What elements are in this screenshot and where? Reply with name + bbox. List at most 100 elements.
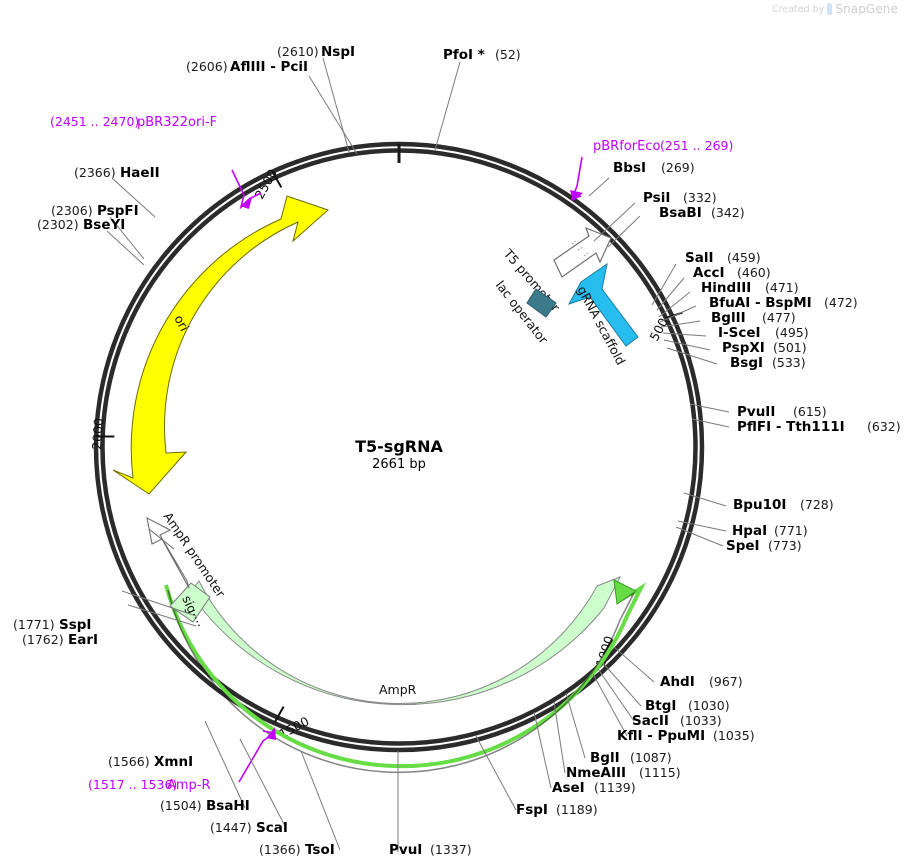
site-label-nmeaiii[interactable]: NmeAIII (1115) (566, 765, 681, 781)
snapgene-logo-icon (827, 3, 833, 15)
primer-pbrforeco[interactable]: pBRforEco (251 .. 269) (570, 138, 733, 201)
site-label-bseyi[interactable]: (2302) BseYI (37, 217, 125, 233)
primer-range-amp-r: (1517 .. 1536) (88, 777, 177, 792)
primer-amp-r[interactable]: (1517 .. 1536) Amp-R (88, 727, 276, 793)
site-pos-asei: (1139) (594, 780, 636, 795)
site-name-tsoi: TsoI (305, 842, 335, 858)
site-name-bglii: BglII (711, 310, 746, 326)
plasmid-length: 2661 bp (372, 457, 426, 472)
page-title: T5-sgRNA (355, 437, 443, 456)
site-pos-tsoi: (1366) (259, 842, 301, 857)
site-label-spei[interactable]: SpeI (773) (726, 538, 802, 554)
site-pos-pflfi: (632) (867, 419, 901, 434)
site-label-xmni[interactable]: (1566) XmnI (108, 754, 193, 770)
site-pos-bgli: (1087) (630, 750, 672, 765)
site-label-hindiii[interactable]: HindIII (471) (701, 280, 799, 296)
site-name-btgi: BtgI (645, 698, 676, 714)
site-label-psii[interactable]: PsiI (332) (643, 190, 717, 206)
site-label-fspi[interactable]: FspI (1189) (516, 802, 598, 818)
site-pos-bbsi: (269) (661, 160, 695, 175)
primer-label-pbr322ori-f: pBR322ori-F (137, 115, 217, 130)
snapgene-watermark: Created by SnapGene (772, 2, 898, 16)
site-label-bfuai-bspmi[interactable]: BfuAI - BspMI (472) (709, 295, 858, 311)
site-label-hpai[interactable]: HpaI (771) (732, 523, 808, 539)
site-label-pflfi-tth111i[interactable]: PflFI - Tth111I (632) (737, 419, 901, 435)
site-label-bpu10i[interactable]: Bpu10I (728) (733, 497, 834, 513)
site-pos-kfli: (1035) (713, 728, 755, 743)
site-label-pvuii[interactable]: PvuII (615) (737, 404, 827, 420)
feature-label-ampr: AmpR (379, 682, 417, 697)
site-label-i-scei[interactable]: I-SceI (495) (718, 325, 809, 341)
site-pos-pspxi: (501) (773, 340, 807, 355)
site-label-pfoi[interactable]: PfoI * (52) (443, 47, 521, 63)
site-name-ahdi: AhdI (660, 674, 695, 690)
site-label-bgli[interactable]: BglI (1087) (590, 750, 672, 766)
site-label-bbsi[interactable]: BbsI (269) (613, 160, 695, 176)
site-label-sspi[interactable]: (1771) SspI (13, 617, 91, 633)
site-pos-acci: (460) (737, 265, 771, 280)
site-name-bsabi: BsaBI (659, 205, 702, 221)
tick-label-2000: 2000 (89, 417, 106, 450)
feature-ampr-promoter[interactable]: AmpR promoter (146, 509, 229, 601)
site-label-eari[interactable]: (1762) EarI (22, 632, 98, 648)
site-name-bbsi: BbsI (613, 160, 646, 176)
site-label-bsahi[interactable]: (1504) BsaHI (160, 798, 250, 814)
site-name-aflIII: AflIII - PciI (230, 59, 308, 75)
site-name-nspi: NspI (321, 44, 355, 60)
site-name-pspxi: PspXI (722, 340, 765, 356)
site-label-sacii[interactable]: SacII (1033) (632, 713, 722, 729)
site-name-spei: SpeI (726, 538, 760, 554)
site-label-tsoi[interactable]: (1366) TsoI (259, 842, 335, 858)
site-name-pspfi: PspFI (97, 203, 139, 219)
site-name-sali: SalI (685, 250, 713, 266)
site-pos-nmeaiii: (1115) (639, 765, 681, 780)
site-pos-pvui: (1337) (430, 842, 472, 857)
site-label-sali[interactable]: SalI (459) (685, 250, 761, 266)
primer-range-pbr322ori-f: (2451 .. 2470) (50, 114, 139, 129)
site-label-aflIII-pciI[interactable]: (2606) AflIII - PciI (186, 59, 308, 75)
site-pos-hindiii: (471) (765, 280, 799, 295)
site-name-bseyi: BseYI (83, 217, 125, 233)
site-label-ahdi[interactable]: AhdI (967) (660, 674, 743, 690)
site-pos-xmni: (1566) (108, 754, 150, 769)
site-label-pvui[interactable]: PvuI (1337) (389, 842, 472, 858)
site-name-bsgi: BsgI (730, 355, 763, 371)
site-label-haeii[interactable]: (2366) HaeII (74, 165, 160, 181)
site-label-bsabi[interactable]: BsaBI (342) (659, 205, 745, 221)
site-label-pspxi[interactable]: PspXI (501) (722, 340, 807, 356)
site-label-bglii[interactable]: BglII (477) (711, 310, 796, 326)
site-label-asei[interactable]: AseI (1139) (552, 780, 636, 796)
site-name-i-scei: I-SceI (718, 325, 761, 341)
site-name-pflfi: PflFI - Tth111I (737, 419, 845, 435)
site-label-scai[interactable]: (1447) ScaI (210, 820, 288, 836)
site-pos-bsabi: (342) (711, 205, 745, 220)
primer-range-pbrforeco: (251 .. 269) (660, 138, 733, 153)
site-label-bsgi[interactable]: BsgI (533) (730, 355, 806, 371)
site-pos-bseyi: (2302) (37, 217, 79, 232)
site-pos-spei: (773) (768, 538, 802, 553)
feature-label-ori: ori (171, 312, 192, 333)
site-name-nmeaiii: NmeAIII (566, 765, 626, 781)
site-pos-psii: (332) (683, 190, 717, 205)
site-name-haeii: HaeII (120, 165, 160, 181)
site-label-pspfi[interactable]: (2306) PspFI (51, 203, 139, 219)
site-label-acci[interactable]: AccI (460) (693, 265, 771, 281)
site-label-btgi[interactable]: BtgI (1030) (645, 698, 730, 714)
site-pos-bpu10i: (728) (800, 497, 834, 512)
primer-pbr322ori-f[interactable]: (2451 .. 2470) pBR322ori-F (50, 114, 262, 210)
site-name-psii: PsiI (643, 190, 670, 206)
site-name-hindiii: HindIII (701, 280, 751, 296)
site-pos-hpai: (771) (774, 523, 808, 538)
site-name-acci: AccI (693, 265, 724, 281)
site-name-scai: ScaI (256, 820, 288, 836)
plasmid-title-block: T5-sgRNA 2661 bp (355, 437, 443, 472)
site-pos-bsgi: (533) (772, 355, 806, 370)
site-pos-haeii: (2366) (74, 165, 116, 180)
feature-ori[interactable]: ori (112, 195, 329, 495)
site-label-kfli-ppumi[interactable]: KflI - PpuMI (1035) (617, 728, 755, 744)
site-pos-fspi: (1189) (556, 802, 598, 817)
site-label-nspi[interactable]: (2610) NspI (277, 44, 355, 60)
feature-ampr[interactable]: AmpR (164, 576, 647, 774)
feature-grna-scaffold[interactable]: gRNA scaffold (567, 262, 639, 367)
